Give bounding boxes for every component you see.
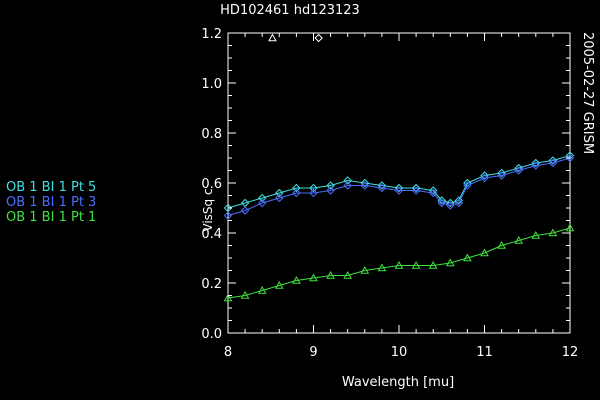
data-point — [428, 186, 438, 195]
data-point — [292, 275, 301, 284]
data-point — [257, 285, 267, 294]
data-point — [309, 183, 318, 193]
series-line — [227, 155, 571, 209]
data-point — [565, 153, 575, 163]
side-label: 2005-02-27 GRISM — [580, 32, 595, 154]
data-point — [548, 156, 558, 165]
data-point — [437, 198, 446, 208]
data-point — [240, 290, 250, 299]
y-tick-label: 0.6 — [201, 177, 222, 192]
data-point — [514, 166, 523, 175]
legend-entry: OB 1 BI 1 Pt 3 — [6, 195, 96, 210]
y-tick-label: 0.2 — [201, 277, 222, 292]
series-2 — [223, 153, 575, 220]
data-point — [446, 201, 455, 210]
legend-entry: OB 1 BI 1 Pt 1 — [6, 210, 96, 225]
data-point — [292, 183, 301, 193]
data-point — [531, 158, 541, 168]
data-point — [531, 161, 541, 170]
y-tick-label: 1.0 — [201, 77, 222, 92]
data-point — [514, 235, 524, 244]
data-point — [223, 211, 233, 220]
data-point — [548, 228, 558, 237]
data-point — [514, 163, 523, 173]
data-point — [411, 183, 421, 193]
data-point — [454, 198, 464, 208]
data-point — [394, 183, 404, 193]
data-point — [480, 171, 489, 180]
x-axis-label: Wavelength [mu] — [342, 375, 454, 390]
data-point — [411, 186, 421, 195]
data-point — [565, 223, 575, 232]
y-tick-label: 0.4 — [201, 227, 222, 242]
series-line — [227, 227, 571, 299]
data-point — [274, 280, 284, 289]
data-point — [360, 265, 370, 274]
data-point — [326, 270, 335, 279]
y-tick-label: 0.8 — [201, 127, 222, 142]
data-point — [240, 206, 250, 215]
legend-entry: OB 1 BI 1 Pt 5 — [6, 180, 96, 195]
data-point — [309, 273, 318, 282]
data-point — [326, 186, 335, 195]
data-point — [463, 253, 472, 262]
series-3 — [223, 223, 575, 302]
marker-key-triangle — [268, 33, 277, 42]
plot-lines — [223, 151, 575, 302]
x-tick-label: 12 — [562, 345, 579, 360]
data-point — [257, 193, 267, 203]
data-point — [377, 183, 387, 193]
chart-title: HD102461 hd123123 — [220, 3, 360, 18]
data-point — [497, 171, 506, 180]
data-point — [565, 151, 575, 160]
axes: 8 9 10 11 12 0.0 0.2 0.4 0.6 0.8 1.0 1.2 — [201, 27, 578, 360]
data-point — [480, 248, 489, 257]
data-point — [360, 178, 370, 188]
x-tick-label: 11 — [476, 345, 493, 360]
x-tick-label: 10 — [391, 345, 408, 360]
data-point — [463, 181, 472, 190]
data-point — [497, 168, 506, 178]
data-point — [394, 260, 404, 269]
data-point — [480, 173, 489, 183]
y-axis-label: VisSq c — [201, 188, 215, 231]
y-tick-label: 0.0 — [201, 327, 222, 342]
data-point — [411, 260, 421, 269]
data-point — [531, 230, 541, 239]
data-point — [343, 270, 353, 279]
data-point — [428, 188, 438, 198]
data-point — [343, 181, 352, 190]
data-point — [257, 198, 267, 208]
data-point — [377, 181, 387, 190]
data-point — [437, 196, 446, 205]
data-point — [360, 181, 370, 190]
data-point — [445, 258, 455, 267]
data-point — [343, 176, 352, 185]
data-point — [394, 186, 404, 195]
data-point — [292, 188, 301, 198]
data-point — [454, 196, 464, 205]
data-point — [377, 263, 387, 272]
series-1 — [223, 151, 575, 213]
data-point — [275, 193, 284, 203]
x-tick-label: 9 — [309, 345, 317, 360]
data-point — [446, 198, 455, 208]
series-line — [227, 157, 571, 216]
data-point — [326, 181, 335, 190]
marker-key-diamond — [314, 33, 323, 43]
data-point — [548, 158, 558, 168]
data-point — [275, 188, 284, 198]
data-point — [497, 240, 506, 249]
data-point — [309, 188, 318, 198]
x-tick-label: 8 — [224, 345, 232, 360]
legend: OB 1 BI 1 Pt 5OB 1 BI 1 Pt 3OB 1 BI 1 Pt… — [6, 180, 96, 225]
data-point — [428, 260, 438, 269]
data-point — [223, 293, 233, 302]
y-tick-label: 1.2 — [201, 27, 222, 42]
